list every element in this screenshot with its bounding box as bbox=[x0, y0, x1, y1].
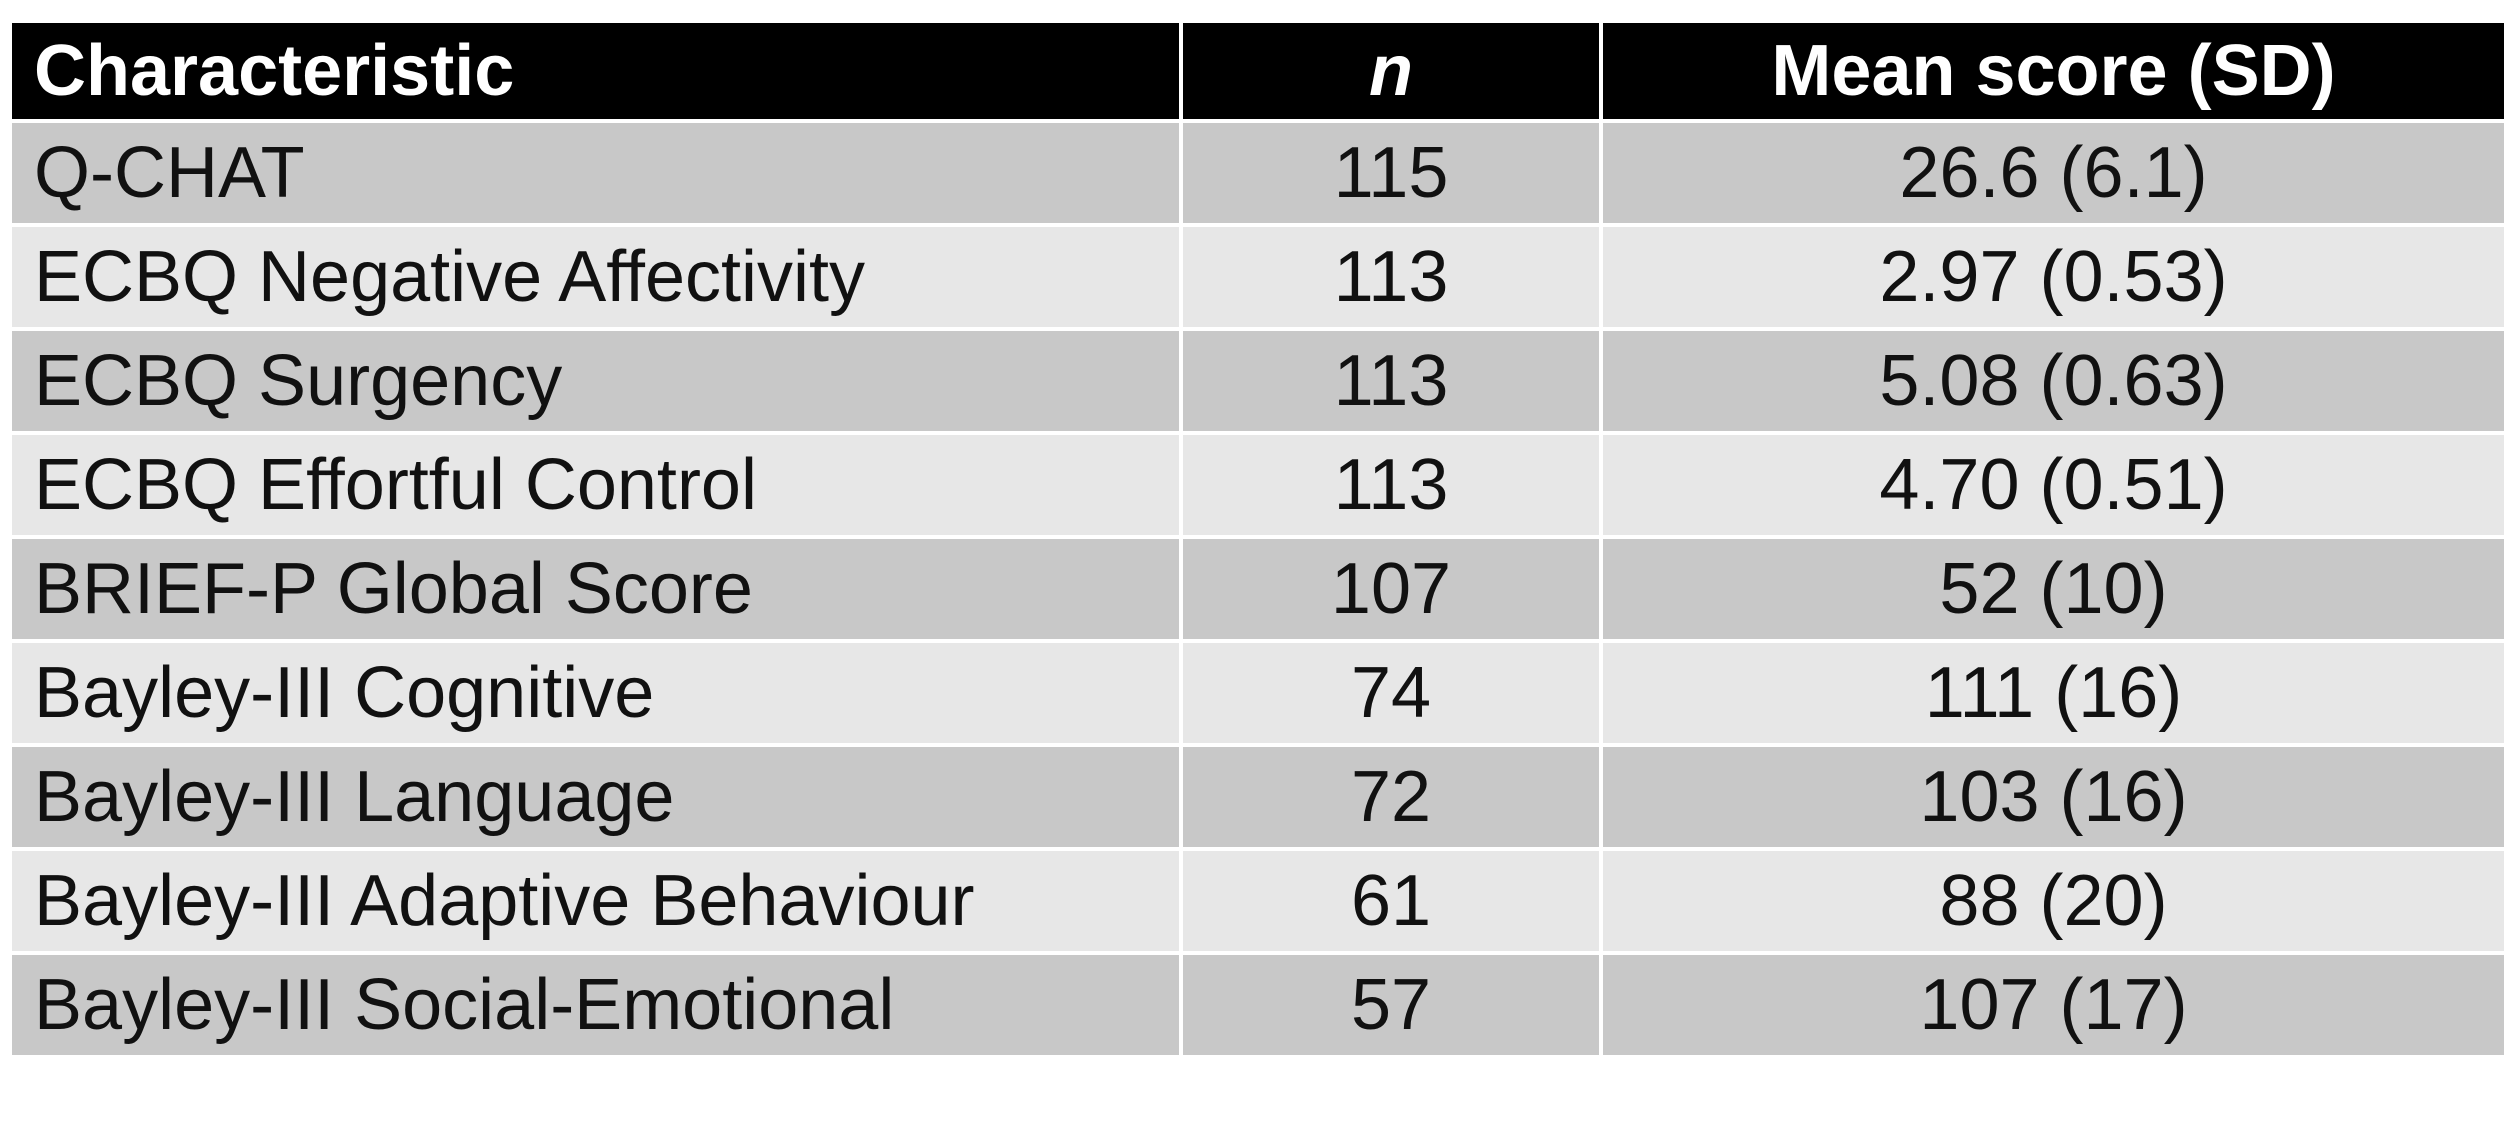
cell-n: 113 bbox=[1179, 223, 1603, 331]
cell-mean-score: 52 (10) bbox=[1599, 535, 2508, 643]
cell-mean-score: 2.97 (0.53) bbox=[1599, 223, 2508, 331]
cell-characteristic: BRIEF-P Global Score bbox=[8, 535, 1183, 643]
cell-n: 74 bbox=[1179, 639, 1603, 747]
header-row: Characteristic n Mean score (SD) bbox=[8, 19, 2508, 123]
table-row: Bayley-III Social-Emotional 57 107 (17) bbox=[8, 951, 2508, 1059]
header-mean-score: Mean score (SD) bbox=[1599, 19, 2508, 123]
cell-characteristic: Bayley-III Language bbox=[8, 743, 1183, 851]
cell-characteristic: ECBQ Effortful Control bbox=[8, 431, 1183, 539]
header-n: n bbox=[1179, 19, 1603, 123]
table-row: ECBQ Negative Affectivity 113 2.97 (0.53… bbox=[8, 223, 2508, 331]
characteristics-table-container: Characteristic n Mean score (SD) Q-CHAT … bbox=[8, 19, 2508, 1059]
cell-mean-score: 5.08 (0.63) bbox=[1599, 327, 2508, 435]
cell-mean-score: 103 (16) bbox=[1599, 743, 2508, 851]
cell-mean-score: 88 (20) bbox=[1599, 847, 2508, 955]
table-row: Bayley-III Language 72 103 (16) bbox=[8, 743, 2508, 851]
cell-characteristic: ECBQ Negative Affectivity bbox=[8, 223, 1183, 331]
cell-n: 107 bbox=[1179, 535, 1603, 643]
cell-characteristic: Q-CHAT bbox=[8, 119, 1183, 227]
cell-mean-score: 107 (17) bbox=[1599, 951, 2508, 1059]
table-row: ECBQ Effortful Control 113 4.70 (0.51) bbox=[8, 431, 2508, 539]
cell-characteristic: Bayley-III Social-Emotional bbox=[8, 951, 1183, 1059]
table-body: Q-CHAT 115 26.6 (6.1) ECBQ Negative Affe… bbox=[8, 119, 2508, 1059]
cell-mean-score: 26.6 (6.1) bbox=[1599, 119, 2508, 227]
cell-n: 57 bbox=[1179, 951, 1603, 1059]
table-header: Characteristic n Mean score (SD) bbox=[8, 19, 2508, 123]
table-row: ECBQ Surgency 113 5.08 (0.63) bbox=[8, 327, 2508, 435]
cell-mean-score: 111 (16) bbox=[1599, 639, 2508, 747]
cell-characteristic: ECBQ Surgency bbox=[8, 327, 1183, 435]
header-characteristic: Characteristic bbox=[8, 19, 1183, 123]
cell-mean-score: 4.70 (0.51) bbox=[1599, 431, 2508, 539]
cell-characteristic: Bayley-III Cognitive bbox=[8, 639, 1183, 747]
cell-n: 72 bbox=[1179, 743, 1603, 851]
cell-n: 115 bbox=[1179, 119, 1603, 227]
characteristics-table: Characteristic n Mean score (SD) Q-CHAT … bbox=[8, 19, 2508, 1059]
table-row: BRIEF-P Global Score 107 52 (10) bbox=[8, 535, 2508, 643]
table-row: Bayley-III Cognitive 74 111 (16) bbox=[8, 639, 2508, 747]
cell-n: 61 bbox=[1179, 847, 1603, 955]
cell-n: 113 bbox=[1179, 431, 1603, 539]
cell-n: 113 bbox=[1179, 327, 1603, 435]
table-row: Bayley-III Adaptive Behaviour 61 88 (20) bbox=[8, 847, 2508, 955]
table-row: Q-CHAT 115 26.6 (6.1) bbox=[8, 119, 2508, 227]
cell-characteristic: Bayley-III Adaptive Behaviour bbox=[8, 847, 1183, 955]
